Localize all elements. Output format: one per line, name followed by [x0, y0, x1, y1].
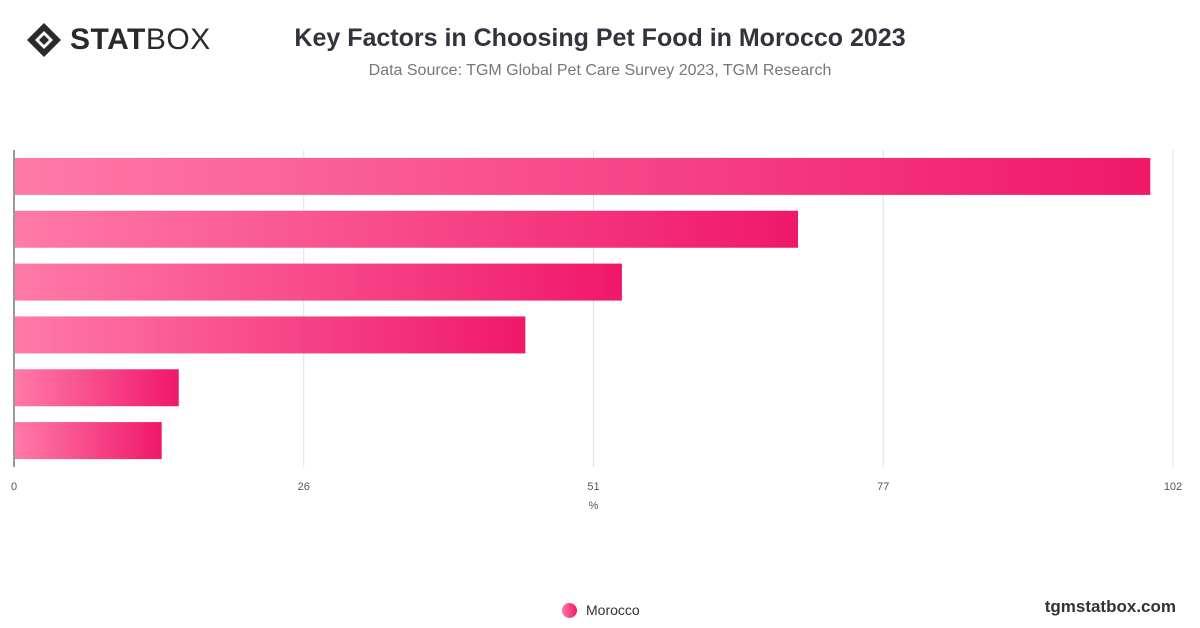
legend-label-morocco: Morocco	[586, 602, 640, 618]
chart-title: Key Factors in Choosing Pet Food in Moro…	[294, 24, 906, 52]
statbox-logo: STATBOX	[26, 22, 211, 58]
bar-morocco-4[interactable]	[15, 316, 526, 354]
bar-morocco-2[interactable]	[15, 210, 799, 248]
x-axis-label: %	[589, 500, 599, 512]
legend[interactable]: Morocco	[562, 602, 640, 618]
logo-wordmark-bold: STAT	[70, 23, 146, 56]
bar-morocco-6[interactable]	[15, 422, 162, 460]
logo-wordmark: STATBOX	[70, 22, 211, 58]
website-credit: tgmstatbox.com	[1044, 597, 1176, 616]
legend-marker-morocco	[562, 602, 577, 618]
logo-wordmark-light: BOX	[145, 23, 211, 56]
x-tick-label: 102	[1164, 481, 1182, 493]
x-tick-label: 77	[877, 481, 889, 493]
bar-morocco-3[interactable]	[15, 263, 622, 301]
bars	[15, 157, 1151, 460]
bar-morocco-5[interactable]	[15, 369, 179, 407]
x-tick-label: 0	[11, 481, 17, 493]
x-axis-ticks: 0 26 51 77 102	[11, 481, 1182, 493]
x-tick-label: 51	[587, 481, 599, 493]
bar-morocco-1[interactable]	[15, 157, 1151, 195]
chart-subtitle: Data Source: TGM Global Pet Care Survey …	[368, 62, 832, 79]
statbox-diamond-icon	[27, 23, 61, 57]
x-tick-label: 26	[298, 481, 310, 493]
gridlines	[303, 150, 1174, 467]
